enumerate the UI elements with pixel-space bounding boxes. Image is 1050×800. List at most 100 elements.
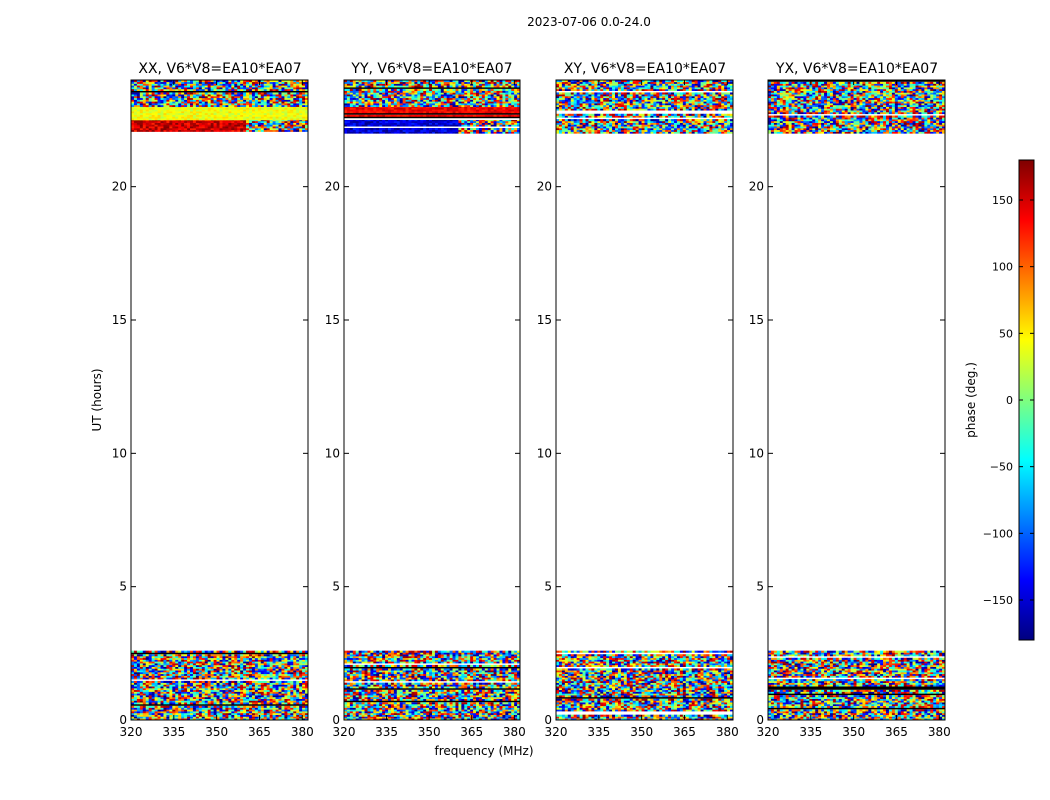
- heatmap-cell: [195, 107, 200, 110]
- heatmap-cell: [260, 696, 265, 699]
- heatmap-cell: [302, 686, 306, 689]
- heatmap-cell: [163, 92, 167, 95]
- heatmap-cell: [240, 656, 244, 659]
- heatmap-cell: [420, 716, 424, 719]
- heatmap-cell: [192, 104, 197, 107]
- heatmap-cell: [246, 686, 250, 689]
- heatmap-cell: [216, 114, 220, 117]
- heatmap-cell: [344, 696, 348, 699]
- heatmap-cell: [269, 684, 273, 687]
- heatmap-cell: [263, 693, 267, 696]
- heatmap-cell: [249, 663, 253, 666]
- heatmap-cell: [160, 126, 164, 129]
- heatmap-cell: [426, 704, 430, 707]
- heatmap-cell: [296, 711, 300, 714]
- heatmap-cell: [148, 698, 152, 701]
- heatmap-cell: [133, 101, 138, 104]
- heatmap-cell: [237, 92, 241, 95]
- heatmap-cell: [390, 709, 395, 712]
- heatmap-cell: [299, 666, 303, 669]
- heatmap-cell: [228, 702, 232, 705]
- heatmap-cell: [160, 103, 164, 106]
- heatmap-cell: [458, 691, 462, 694]
- heatmap-cell: [411, 711, 415, 714]
- heatmap-cell: [251, 92, 256, 95]
- heatmap-cell: [237, 698, 241, 701]
- heatmap-cell: [228, 96, 232, 99]
- heatmap-cell: [293, 106, 297, 108]
- heatmap-cell: [257, 85, 262, 88]
- heatmap-cell: [178, 670, 182, 673]
- heatmap-cell: [249, 116, 253, 119]
- heatmap-cell: [192, 97, 197, 100]
- heatmap-cell: [136, 693, 141, 696]
- heatmap-cell: [139, 101, 144, 104]
- heatmap-cell: [234, 705, 238, 708]
- heatmap-cell: [496, 698, 500, 701]
- heatmap-cell: [278, 94, 282, 97]
- heatmap-cell: [142, 718, 147, 720]
- heatmap-cell: [293, 124, 297, 127]
- heatmap-cell: [228, 103, 232, 106]
- heatmap-cell: [478, 691, 483, 694]
- heatmap-cell: [195, 656, 200, 659]
- heatmap-cell: [151, 666, 155, 669]
- heatmap-cell: [275, 97, 279, 100]
- panel-title: XX, V6*V8=EA10*EA07: [138, 61, 301, 77]
- heatmap-cell: [225, 109, 229, 112]
- heatmap-cell: [178, 656, 182, 659]
- heatmap-cell: [305, 661, 308, 664]
- heatmap-cell: [133, 656, 138, 659]
- heatmap-cell: [225, 99, 229, 102]
- heatmap-cell: [178, 109, 182, 112]
- heatmap-cell: [293, 94, 297, 97]
- heatmap-cell: [240, 80, 244, 83]
- heatmap-cell: [133, 120, 138, 122]
- heatmap-cell: [434, 691, 439, 694]
- heatmap-cell: [139, 87, 144, 90]
- heatmap-cell: [290, 120, 294, 122]
- heatmap-cell: [263, 87, 267, 90]
- heatmap-cell: [269, 664, 273, 667]
- heatmap-cell: [198, 87, 203, 90]
- heatmap-cell: [136, 83, 141, 86]
- heatmap-cell: [263, 126, 267, 129]
- heatmap-cell: [344, 712, 348, 715]
- heatmap-cell: [192, 87, 197, 90]
- heatmap-cell: [411, 718, 415, 720]
- heatmap-cell: [508, 711, 512, 714]
- heatmap-cell: [382, 693, 386, 696]
- heatmap-cell: [207, 670, 211, 673]
- heatmap-cell: [154, 656, 158, 659]
- heatmap-cell: [160, 682, 164, 685]
- heatmap-cell: [281, 700, 285, 703]
- heatmap-cell: [260, 106, 265, 108]
- heatmap-cell: [302, 124, 306, 127]
- heatmap-cell: [517, 696, 520, 699]
- heatmap-cell: [228, 87, 232, 90]
- heatmap-cell: [281, 118, 285, 121]
- heatmap-cell: [249, 718, 253, 720]
- heatmap-cell: [411, 684, 415, 687]
- heatmap-cell: [198, 688, 203, 691]
- heatmap-cell: [399, 718, 403, 720]
- heatmap-cell: [293, 673, 297, 676]
- heatmap-cell: [187, 114, 191, 117]
- heatmap-cell: [190, 695, 194, 698]
- heatmap-cell: [207, 109, 211, 112]
- heatmap-cell: [269, 680, 273, 683]
- heatmap-cell: [243, 116, 247, 119]
- heatmap-cell: [181, 120, 185, 122]
- heatmap-cell: [201, 657, 206, 660]
- heatmap-cell: [222, 85, 226, 88]
- heatmap-cell: [181, 88, 185, 91]
- heatmap-cell: [166, 657, 170, 660]
- heatmap-cell: [151, 698, 155, 701]
- heatmap-cell: [216, 700, 220, 703]
- heatmap-cell: [379, 704, 383, 707]
- heatmap-cell: [175, 116, 179, 119]
- heatmap-cell: [225, 88, 229, 91]
- heatmap-cell: [175, 80, 179, 83]
- heatmap-cell: [175, 92, 179, 95]
- heatmap-cell: [355, 693, 359, 696]
